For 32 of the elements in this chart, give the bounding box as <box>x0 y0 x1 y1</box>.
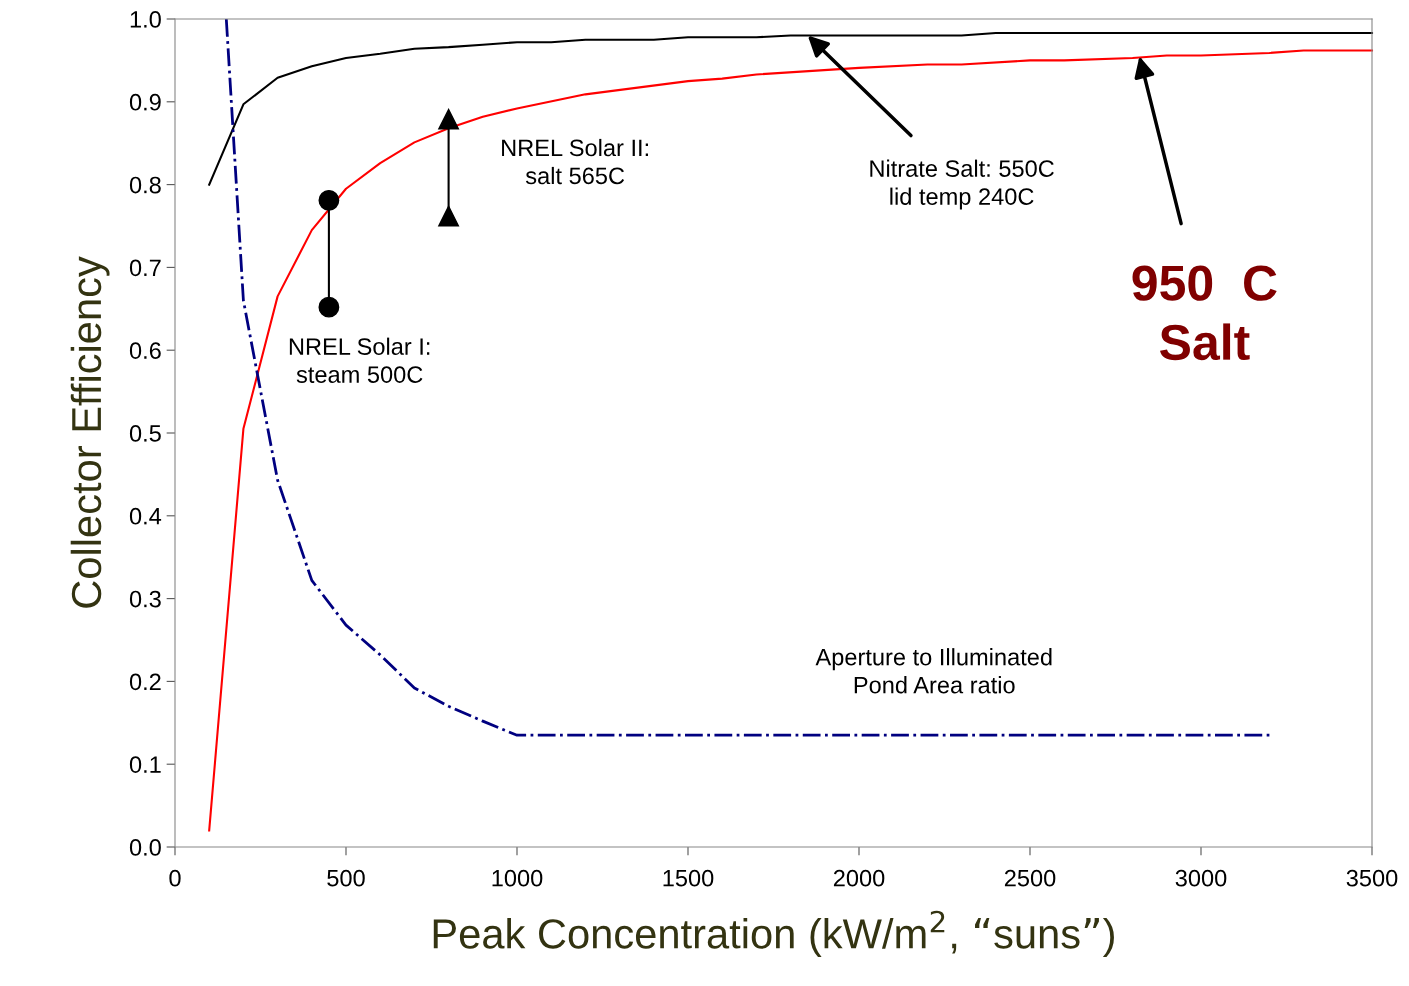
line-series <box>208 49 1374 832</box>
y-tick-label: 0.8 <box>129 176 161 194</box>
x-tick-label: 500 <box>327 869 365 887</box>
y-tick-label: 0.7 <box>129 259 161 277</box>
annotation: NREL Solar II: salt 565C <box>502 138 648 185</box>
x-tick-label: 1500 <box>663 869 714 887</box>
x-tick-label: 2000 <box>833 869 885 887</box>
point <box>438 108 460 130</box>
annotation: Aperture to Illuminated Pond Area ratio <box>815 648 1052 694</box>
line-series <box>208 32 1374 186</box>
y-tick-label: 1.0 <box>130 11 161 28</box>
x-tick-label: 0 <box>169 869 181 887</box>
y-tick-label: 0.6 <box>129 342 161 359</box>
y-tick-label: 0.9 <box>129 93 161 111</box>
point <box>438 205 460 227</box>
point <box>318 189 340 211</box>
x-tick-label: 3500 <box>1346 869 1398 887</box>
y-tick-label: 0.2 <box>129 673 161 691</box>
x-tick-label: 3000 <box>1175 869 1227 887</box>
y-tick-label: 0.3 <box>129 590 161 608</box>
annotation: 950 C Salt <box>1132 265 1277 361</box>
y-tick-label: 0.4 <box>129 507 162 525</box>
y-tick-label: 0.5 <box>129 425 161 442</box>
annotation: Nitrate Salt: 550C lid temp 240C <box>870 159 1054 210</box>
y-tick-label: 0.1 <box>129 756 161 773</box>
x-tick-label: 1000 <box>492 869 543 887</box>
x-tick-label: 2500 <box>1004 869 1056 887</box>
point <box>318 296 340 318</box>
y-tick-label: 0.0 <box>129 839 161 856</box>
annotation: NREL Solar I: steam 500C <box>289 337 430 383</box>
x-axis-title: Peak Concentration (kW/m$^{2}$, “suns”) <box>433 910 1114 957</box>
y-axis-title: Collector Efficiency <box>70 256 110 608</box>
